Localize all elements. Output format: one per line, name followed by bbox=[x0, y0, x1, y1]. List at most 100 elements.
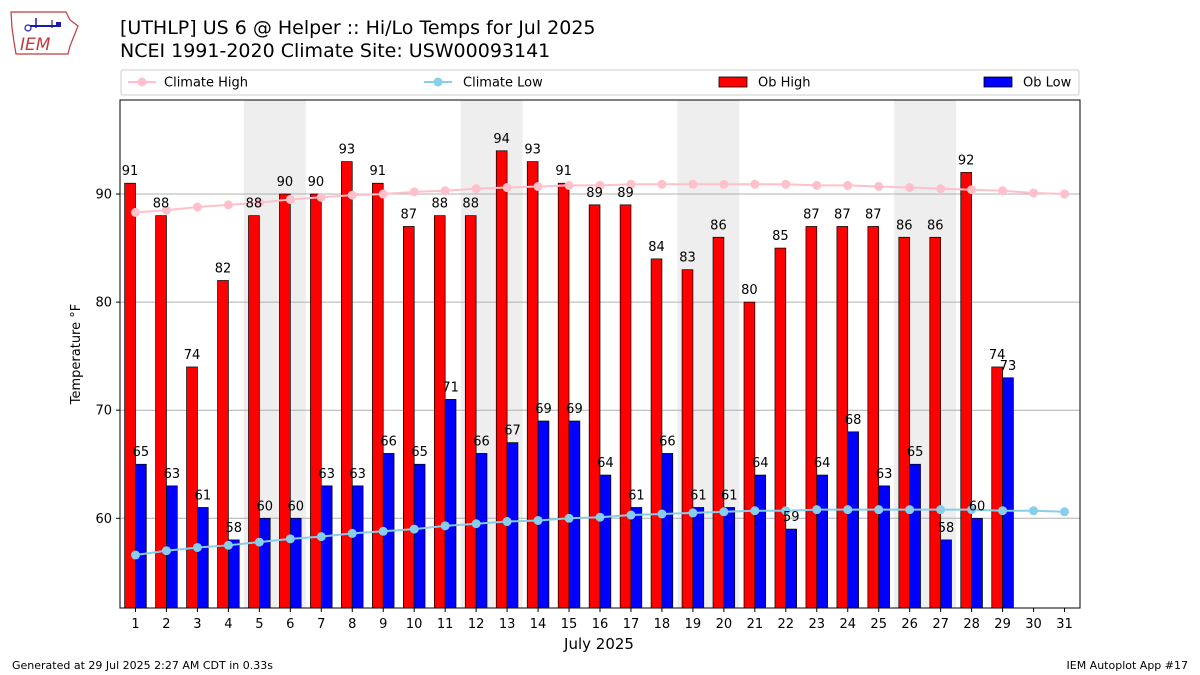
ob-low-bar-5 bbox=[259, 517, 271, 609]
iem-logo: IEM bbox=[8, 6, 82, 62]
x-tick-label-9: 9 bbox=[379, 617, 387, 632]
ob-high-label-27: 86 bbox=[927, 218, 944, 233]
ob-low-label-10: 65 bbox=[411, 445, 428, 460]
ob-low-bar-12 bbox=[475, 453, 488, 609]
ob-low-label-6: 60 bbox=[287, 499, 304, 514]
ob-low-label-13: 67 bbox=[504, 424, 521, 439]
ob-low-bar-27 bbox=[940, 539, 952, 609]
ob-low-label-26: 65 bbox=[907, 445, 924, 460]
climate-high-point-24 bbox=[843, 180, 853, 190]
ob-low-bar-6 bbox=[289, 517, 302, 609]
ob-high-bar-21 bbox=[743, 301, 756, 609]
ob-high-label-21: 80 bbox=[741, 283, 758, 298]
legend-climate-high-marker bbox=[137, 77, 147, 87]
climate-low-point-24 bbox=[843, 505, 853, 515]
climate-low-point-3 bbox=[192, 542, 202, 552]
climate-high-point-4 bbox=[223, 200, 233, 210]
ob-high-bar-9 bbox=[372, 182, 384, 609]
climate-low-point-11 bbox=[440, 521, 450, 531]
ob-low-bar-25 bbox=[878, 485, 890, 609]
ob-high-label-22: 85 bbox=[772, 229, 789, 244]
climate-low-point-21 bbox=[750, 506, 760, 516]
ob-high-bar-18 bbox=[650, 258, 663, 609]
climate-low-point-22 bbox=[781, 506, 791, 516]
ob-low-bar-21 bbox=[754, 474, 767, 609]
climate-low-point-27 bbox=[936, 505, 946, 515]
ob-high-label-23: 87 bbox=[803, 207, 820, 222]
ob-low-label-23: 64 bbox=[814, 456, 831, 471]
climate-low-point-9 bbox=[378, 526, 388, 536]
ob-high-bar-8 bbox=[341, 161, 353, 609]
ob-low-label-15: 69 bbox=[566, 402, 583, 417]
climate-high-point-6 bbox=[285, 194, 295, 204]
climate-high-point-30 bbox=[1029, 188, 1039, 198]
climate-low-point-26 bbox=[905, 505, 915, 515]
climate-high-point-20 bbox=[719, 179, 729, 189]
climate-low-point-20 bbox=[719, 507, 729, 517]
ob-high-bar-4 bbox=[217, 280, 229, 609]
y-axis-label: Temperature °F bbox=[69, 304, 84, 405]
ob-high-label-24: 87 bbox=[834, 207, 851, 222]
climate-high-point-9 bbox=[378, 189, 388, 199]
ob-low-bar-20 bbox=[723, 507, 736, 609]
climate-high-point-19 bbox=[688, 179, 698, 189]
climate-high-point-17 bbox=[626, 179, 636, 189]
ob-low-label-5: 60 bbox=[257, 499, 274, 514]
x-tick-label-3: 3 bbox=[193, 617, 201, 632]
x-tick-label-17: 17 bbox=[623, 617, 640, 632]
climate-high-point-18 bbox=[657, 179, 667, 189]
ob-high-bar-15 bbox=[557, 182, 570, 609]
x-tick-label-27: 27 bbox=[932, 617, 949, 632]
ob-high-label-2: 88 bbox=[153, 197, 170, 212]
legend-climate-low-label: Climate Low bbox=[463, 76, 543, 91]
y-tick-label-70: 70 bbox=[95, 404, 112, 419]
legend-ob-high-swatch bbox=[718, 76, 748, 88]
ob-low-label-8: 63 bbox=[349, 467, 366, 482]
x-tick-label-1: 1 bbox=[131, 617, 139, 632]
ob-low-label-18: 66 bbox=[659, 434, 676, 449]
climate-low-point-7 bbox=[316, 532, 326, 542]
legend: Climate High Climate Low Ob High Ob Low bbox=[120, 69, 1080, 96]
climate-high-point-5 bbox=[254, 198, 264, 208]
ob-high-label-12: 88 bbox=[462, 197, 479, 212]
climate-low-point-19 bbox=[688, 508, 698, 518]
ob-low-label-12: 66 bbox=[473, 434, 490, 449]
ob-high-label-6: 90 bbox=[277, 175, 294, 190]
ob-low-label-22: 59 bbox=[783, 510, 800, 525]
climate-low-point-5 bbox=[254, 537, 264, 547]
climate-low-point-4 bbox=[223, 540, 233, 550]
y-tick-label-80: 80 bbox=[95, 296, 112, 311]
x-tick-label-22: 22 bbox=[778, 617, 795, 632]
y-tick-label-90: 90 bbox=[95, 188, 112, 203]
climate-high-point-27 bbox=[936, 184, 946, 194]
x-tick-label-12: 12 bbox=[468, 617, 485, 632]
generated-timestamp: Generated at 29 Jul 2025 2:27 AM CDT in … bbox=[12, 659, 273, 672]
ob-high-bar-10 bbox=[403, 226, 415, 609]
ob-high-bar-17 bbox=[619, 204, 632, 609]
x-tick-label-20: 20 bbox=[716, 617, 733, 632]
x-tick-label-18: 18 bbox=[654, 617, 671, 632]
ob-low-label-19: 61 bbox=[690, 488, 707, 503]
legend-ob-high-label: Ob High bbox=[758, 76, 811, 91]
app-credit: IEM Autoplot App #17 bbox=[1066, 659, 1189, 672]
ob-high-label-14: 93 bbox=[524, 143, 541, 158]
legend-ob-low: Ob Low bbox=[983, 76, 1072, 91]
climate-high-point-16 bbox=[595, 180, 605, 190]
legend-ob-low-label: Ob Low bbox=[1023, 76, 1072, 91]
chart-subtitle: NCEI 1991-2020 Climate Site: USW00093141 bbox=[120, 40, 551, 62]
ob-high-bar-27 bbox=[929, 236, 941, 609]
bars-layer bbox=[124, 150, 1014, 609]
ob-high-label-9: 91 bbox=[370, 164, 387, 179]
ob-low-label-7: 63 bbox=[318, 467, 335, 482]
legend-climate-low-marker bbox=[433, 77, 443, 87]
ob-high-label-13: 94 bbox=[493, 132, 510, 147]
climate-high-point-14 bbox=[533, 181, 543, 191]
ob-high-label-20: 86 bbox=[710, 218, 727, 233]
climate-lines-layer bbox=[130, 179, 1070, 560]
climate-high-point-22 bbox=[781, 179, 791, 189]
climate-high-point-25 bbox=[874, 181, 884, 191]
ob-high-bar-11 bbox=[433, 215, 446, 609]
ob-high-bar-29 bbox=[991, 366, 1003, 609]
climate-high-point-7 bbox=[316, 192, 326, 202]
ob-low-bar-16 bbox=[599, 474, 612, 609]
